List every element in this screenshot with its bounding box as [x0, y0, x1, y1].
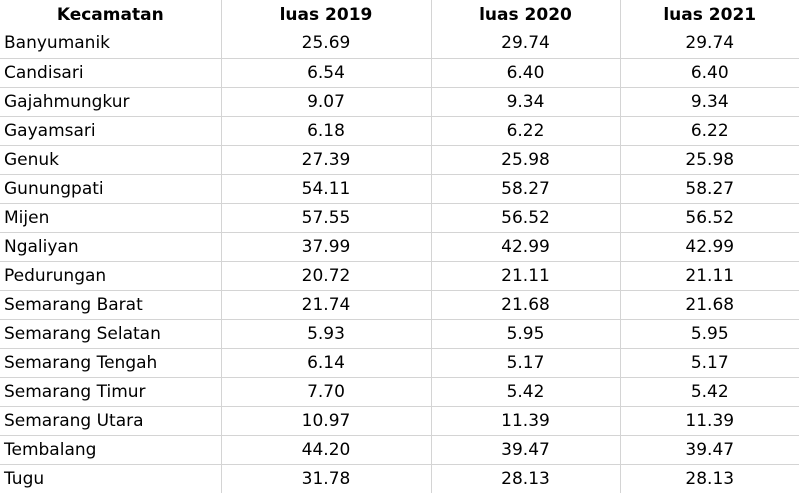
- luas-2021-cell: 25.98: [620, 145, 799, 175]
- luas-2021-cell: 5.95: [620, 319, 799, 349]
- table-row: Gunungpati 54.11 58.27 58.27: [0, 174, 799, 204]
- table-row: Semarang Selatan 5.93 5.95 5.95: [0, 319, 799, 349]
- luas-2021-cell: 5.42: [620, 377, 799, 407]
- kecamatan-cell: Tembalang: [0, 435, 222, 465]
- luas-2020-cell: 25.98: [431, 145, 621, 175]
- luas-2021-cell: 21.11: [620, 261, 799, 291]
- luas-2020-cell: 39.47: [431, 435, 621, 465]
- luas-2021-cell: 5.17: [620, 348, 799, 378]
- luas-2020-cell: 6.40: [431, 58, 621, 88]
- luas-2019-cell: 21.74: [221, 290, 432, 320]
- kecamatan-cell: Candisari: [0, 58, 222, 88]
- table-row: Banyumanik 25.69 29.74 29.74: [0, 29, 799, 59]
- luas-2020-cell: 11.39: [431, 406, 621, 436]
- luas-2020-cell: 9.34: [431, 87, 621, 117]
- header-luas-2019: luas 2019: [221, 0, 432, 29]
- luas-2019-cell: 37.99: [221, 232, 432, 262]
- luas-2021-cell: 21.68: [620, 290, 799, 320]
- luas-2019-cell: 27.39: [221, 145, 432, 175]
- luas-2020-cell: 58.27: [431, 174, 621, 204]
- luas-2020-cell: 29.74: [431, 29, 621, 59]
- kecamatan-cell: Gayamsari: [0, 116, 222, 146]
- luas-2019-cell: 31.78: [221, 464, 432, 493]
- luas-2021-cell: 9.34: [620, 87, 799, 117]
- table-row: Mijen 57.55 56.52 56.52: [0, 203, 799, 233]
- kecamatan-cell: Mijen: [0, 203, 222, 233]
- table-row: Tugu 31.78 28.13 28.13: [0, 464, 799, 493]
- table-body: Banyumanik 25.69 29.74 29.74 Candisari 6.54 6.…: [0, 29, 799, 493]
- kecamatan-cell: Tugu: [0, 464, 222, 493]
- luas-2020-cell: 21.11: [431, 261, 621, 291]
- luas-2020-cell: 6.22: [431, 116, 621, 146]
- table-row: Genuk 27.39 25.98 25.98: [0, 145, 799, 175]
- luas-2019-cell: 54.11: [221, 174, 432, 204]
- table-row: Semarang Utara 10.97 11.39 11.39: [0, 406, 799, 436]
- luas-2020-cell: 42.99: [431, 232, 621, 262]
- kecamatan-cell: Ngaliyan: [0, 232, 222, 262]
- table-row: Pedurungan 20.72 21.11 21.11: [0, 261, 799, 291]
- header-row: Kecamatan luas 2019 luas 2020 luas 2021: [0, 0, 799, 29]
- luas-2019-cell: 6.18: [221, 116, 432, 146]
- table-row: Semarang Barat 21.74 21.68 21.68: [0, 290, 799, 320]
- header-luas-2020: luas 2020: [431, 0, 621, 29]
- luas-2021-cell: 6.22: [620, 116, 799, 146]
- luas-2019-cell: 6.14: [221, 348, 432, 378]
- header-luas-2021: luas 2021: [663, 4, 757, 25]
- kecamatan-cell: Semarang Selatan: [0, 319, 222, 349]
- luas-2020-cell: 28.13: [431, 464, 621, 493]
- luas-2020-cell: 5.95: [431, 319, 621, 349]
- luas-2020-cell: 5.42: [431, 377, 621, 407]
- luas-2021-cell: 42.99: [620, 232, 799, 262]
- kecamatan-cell: Semarang Barat: [0, 290, 222, 320]
- kecamatan-cell: Semarang Timur: [0, 377, 222, 407]
- kecamatan-cell: Gunungpati: [0, 174, 222, 204]
- luas-2019-cell: 44.20: [221, 435, 432, 465]
- luas-2019-cell: 6.54: [221, 58, 432, 88]
- luas-2020-cell: 5.17: [431, 348, 621, 378]
- luas-2020-cell: 21.68: [431, 290, 621, 320]
- table-row: Gayamsari 6.18 6.22 6.22: [0, 116, 799, 146]
- kecamatan-cell: Genuk: [0, 145, 222, 175]
- kecamatan-cell: Semarang Tengah: [0, 348, 222, 378]
- table-row: Tembalang 44.20 39.47 39.47: [0, 435, 799, 465]
- luas-2021-cell: 29.74: [620, 29, 799, 59]
- table-row: Semarang Timur 7.70 5.42 5.42: [0, 377, 799, 407]
- table-row: Gajahmungkur 9.07 9.34 9.34: [0, 87, 799, 117]
- luas-2021-cell: 58.27: [620, 174, 799, 204]
- kecamatan-cell: Semarang Utara: [0, 406, 222, 436]
- table-row: Ngaliyan 37.99 42.99 42.99: [0, 232, 799, 262]
- luas-2019-cell: 25.69: [221, 29, 432, 59]
- luas-2021-cell: 39.47: [620, 435, 799, 465]
- luas-2019-cell: 10.97: [221, 406, 432, 436]
- table-row: Candisari 6.54 6.40 6.40: [0, 58, 799, 88]
- luas-2021-cell: 28.13: [685, 468, 735, 489]
- kecamatan-cell: Pedurungan: [0, 261, 222, 291]
- kecamatan-cell: Banyumanik: [0, 29, 222, 59]
- header-kecamatan: Kecamatan: [0, 0, 222, 29]
- luas-2021-cell: 56.52: [620, 203, 799, 233]
- luas-2019-cell: 57.55: [221, 203, 432, 233]
- luas-2019-cell: 7.70: [221, 377, 432, 407]
- kecamatan-cell: Gajahmungkur: [0, 87, 222, 117]
- luas-2021-cell: 6.40: [620, 58, 799, 88]
- luas-2021-cell: 11.39: [620, 406, 799, 436]
- luas-2019-cell: 20.72: [221, 261, 432, 291]
- luas-2019-cell: 5.93: [221, 319, 432, 349]
- luas-2020-cell: 56.52: [431, 203, 621, 233]
- luas-2019-cell: 9.07: [221, 87, 432, 117]
- table-row: Semarang Tengah 6.14 5.17 5.17: [0, 348, 799, 378]
